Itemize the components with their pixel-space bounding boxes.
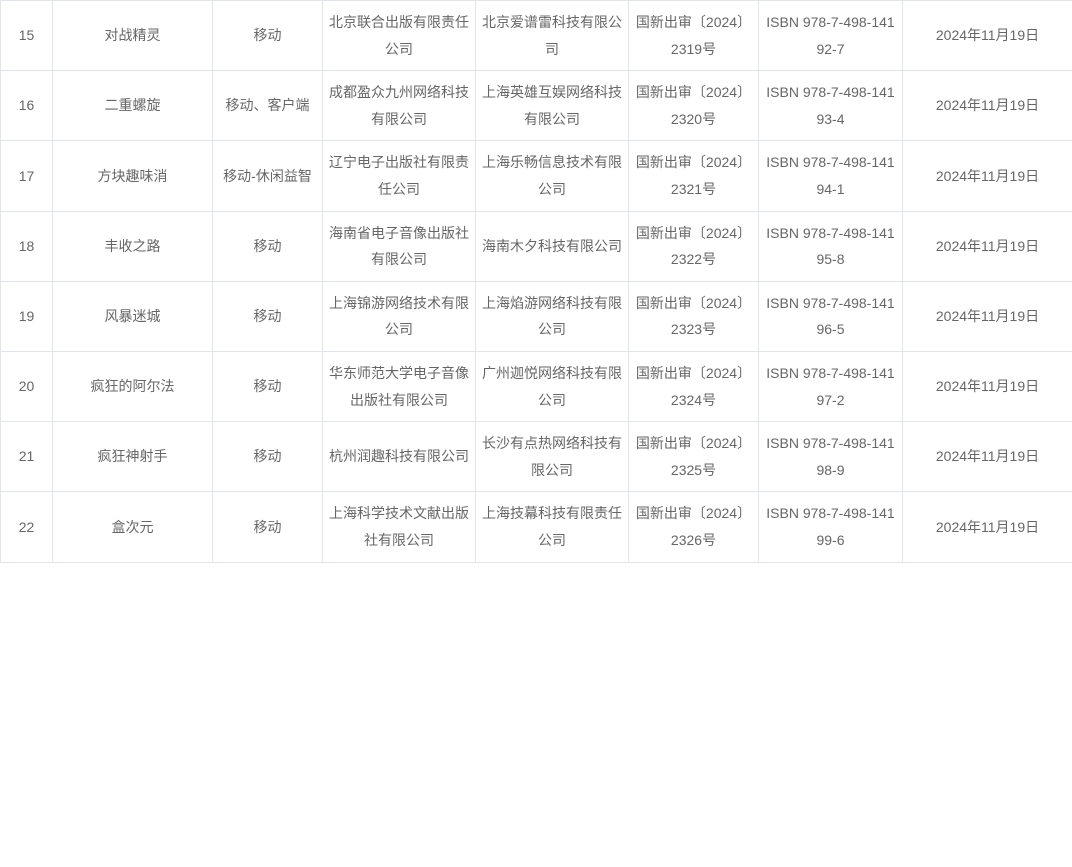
cell-date: 2024年11月19日 [903,422,1072,492]
cell-date: 2024年11月19日 [903,492,1072,562]
cell-appr: 国新出审〔2024〕2321号 [629,141,759,211]
cell-op: 上海焰游网络科技有限公司 [476,281,629,351]
table-row: 15对战精灵移动北京联合出版有限责任公司北京爱谱雷科技有限公司国新出审〔2024… [1,1,1072,71]
cell-idx: 22 [1,492,53,562]
cell-plat: 移动 [213,281,323,351]
approval-table: 15对战精灵移动北京联合出版有限责任公司北京爱谱雷科技有限公司国新出审〔2024… [0,0,1072,563]
cell-appr: 国新出审〔2024〕2326号 [629,492,759,562]
cell-idx: 16 [1,71,53,141]
table-body: 15对战精灵移动北京联合出版有限责任公司北京爱谱雷科技有限公司国新出审〔2024… [1,1,1072,563]
cell-name: 对战精灵 [53,1,213,71]
cell-appr: 国新出审〔2024〕2323号 [629,281,759,351]
cell-isbn: ISBN 978-7-498-14196-5 [759,281,903,351]
cell-name: 疯狂的阿尔法 [53,351,213,421]
cell-pub: 华东师范大学电子音像出版社有限公司 [323,351,476,421]
cell-idx: 19 [1,281,53,351]
cell-plat: 移动 [213,351,323,421]
cell-date: 2024年11月19日 [903,1,1072,71]
cell-date: 2024年11月19日 [903,281,1072,351]
cell-plat: 移动 [213,211,323,281]
cell-pub: 辽宁电子出版社有限责任公司 [323,141,476,211]
cell-appr: 国新出审〔2024〕2325号 [629,422,759,492]
cell-name: 方块趣味消 [53,141,213,211]
cell-pub: 北京联合出版有限责任公司 [323,1,476,71]
cell-isbn: ISBN 978-7-498-14198-9 [759,422,903,492]
cell-name: 盒次元 [53,492,213,562]
cell-idx: 18 [1,211,53,281]
cell-idx: 20 [1,351,53,421]
cell-isbn: ISBN 978-7-498-14199-6 [759,492,903,562]
cell-name: 丰收之路 [53,211,213,281]
cell-isbn: ISBN 978-7-498-14195-8 [759,211,903,281]
table-row: 19风暴迷城移动上海锦游网络技术有限公司上海焰游网络科技有限公司国新出审〔202… [1,281,1072,351]
cell-pub: 上海锦游网络技术有限公司 [323,281,476,351]
cell-isbn: ISBN 978-7-498-14192-7 [759,1,903,71]
cell-plat: 移动 [213,422,323,492]
cell-pub: 成都盈众九州网络科技有限公司 [323,71,476,141]
cell-pub: 杭州润趣科技有限公司 [323,422,476,492]
cell-op: 广州迦悦网络科技有限公司 [476,351,629,421]
cell-plat: 移动 [213,1,323,71]
cell-plat: 移动-休闲益智 [213,141,323,211]
table-row: 16二重螺旋移动、客户端成都盈众九州网络科技有限公司上海英雄互娱网络科技有限公司… [1,71,1072,141]
cell-op: 上海乐畅信息技术有限公司 [476,141,629,211]
cell-pub: 海南省电子音像出版社有限公司 [323,211,476,281]
cell-idx: 21 [1,422,53,492]
cell-date: 2024年11月19日 [903,351,1072,421]
cell-name: 风暴迷城 [53,281,213,351]
cell-date: 2024年11月19日 [903,71,1072,141]
cell-appr: 国新出审〔2024〕2319号 [629,1,759,71]
cell-pub: 上海科学技术文献出版社有限公司 [323,492,476,562]
cell-plat: 移动 [213,492,323,562]
cell-op: 长沙有点热网络科技有限公司 [476,422,629,492]
cell-op: 北京爱谱雷科技有限公司 [476,1,629,71]
cell-appr: 国新出审〔2024〕2322号 [629,211,759,281]
cell-isbn: ISBN 978-7-498-14194-1 [759,141,903,211]
table-row: 17方块趣味消移动-休闲益智辽宁电子出版社有限责任公司上海乐畅信息技术有限公司国… [1,141,1072,211]
cell-idx: 15 [1,1,53,71]
cell-idx: 17 [1,141,53,211]
table-row: 18丰收之路移动海南省电子音像出版社有限公司海南木夕科技有限公司国新出审〔202… [1,211,1072,281]
cell-date: 2024年11月19日 [903,211,1072,281]
cell-name: 疯狂神射手 [53,422,213,492]
cell-appr: 国新出审〔2024〕2324号 [629,351,759,421]
table-row: 20疯狂的阿尔法移动华东师范大学电子音像出版社有限公司广州迦悦网络科技有限公司国… [1,351,1072,421]
cell-plat: 移动、客户端 [213,71,323,141]
cell-date: 2024年11月19日 [903,141,1072,211]
cell-name: 二重螺旋 [53,71,213,141]
table-row: 21疯狂神射手移动杭州润趣科技有限公司长沙有点热网络科技有限公司国新出审〔202… [1,422,1072,492]
table-row: 22盒次元移动上海科学技术文献出版社有限公司上海技幕科技有限责任公司国新出审〔2… [1,492,1072,562]
cell-appr: 国新出审〔2024〕2320号 [629,71,759,141]
cell-op: 海南木夕科技有限公司 [476,211,629,281]
cell-isbn: ISBN 978-7-498-14197-2 [759,351,903,421]
cell-isbn: ISBN 978-7-498-14193-4 [759,71,903,141]
cell-op: 上海技幕科技有限责任公司 [476,492,629,562]
cell-op: 上海英雄互娱网络科技有限公司 [476,71,629,141]
